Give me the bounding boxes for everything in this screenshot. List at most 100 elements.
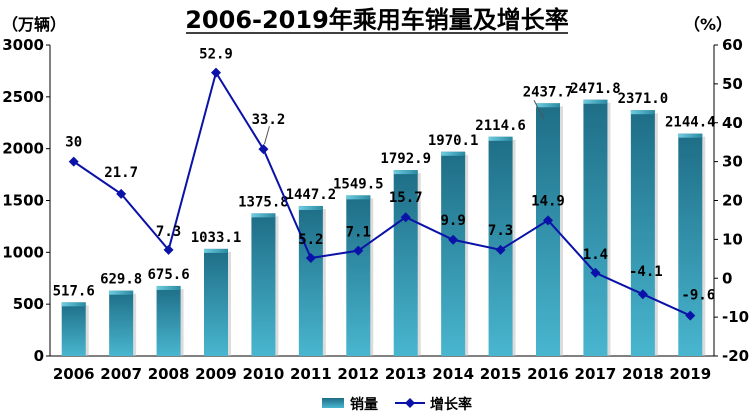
bar-value-label: 1792.9: [380, 151, 431, 167]
bar-cap: [346, 195, 371, 200]
x-tick-label: 2007: [100, 365, 142, 383]
growth-line: [73, 70, 691, 317]
left-tick-label: 3000: [2, 36, 44, 54]
growth-point: [305, 253, 316, 264]
growth-value-label: 52.9: [199, 47, 233, 63]
x-tick-label: 2011: [290, 365, 332, 383]
growth-point: [637, 289, 648, 300]
bar-value-label: 1375.8: [238, 194, 289, 210]
growth-point: [68, 156, 79, 167]
growth-point: [590, 267, 601, 278]
axes: 0 500 1000 1500 2000 2500 3000 -20 -10 0 10 20 30 40 5…: [2, 36, 749, 365]
bar: [298, 205, 323, 356]
legend-bar-label: 销量: [350, 396, 378, 413]
bar-value-label: 675.6: [147, 267, 189, 283]
left-tick-label: 2000: [2, 140, 44, 158]
growth-value-label: -4.1: [629, 264, 663, 280]
bar-cap: [488, 136, 513, 141]
right-tick-label: -10: [722, 308, 749, 326]
label-leader-line: [533, 100, 545, 120]
bar-value-label: 2144.4: [665, 115, 716, 131]
x-tick-label: 2016: [527, 365, 569, 383]
x-tick-label: 2015: [480, 365, 522, 383]
growth-point: [258, 144, 269, 155]
left-tick-label: 0: [34, 347, 44, 365]
bar-value-label: 1970.1: [428, 133, 479, 149]
legend-line-marker: [405, 398, 415, 408]
growth-point: [163, 244, 174, 255]
bar-value-label: 2437.7: [523, 84, 574, 100]
growth-value-label: 21.7: [104, 165, 138, 181]
growth-value-label: 7.3: [488, 223, 513, 239]
bar-cap: [393, 170, 418, 175]
growth-value-label: 30: [65, 135, 82, 151]
growth-point: [685, 310, 696, 321]
bar-cap: [251, 213, 276, 218]
growth-point: [448, 234, 459, 245]
bar-cap: [109, 290, 134, 295]
bar-value-label: 2471.8: [570, 81, 621, 97]
bar-value-label: 517.6: [53, 283, 95, 299]
right-tick-label: 30: [722, 153, 743, 171]
growth-value-label: 5.2: [298, 232, 323, 248]
bar-cap: [156, 285, 181, 290]
bar: [156, 285, 181, 356]
growth-value-label: 33.2: [252, 112, 286, 128]
right-tick-label: 50: [722, 75, 743, 93]
bar-cap: [204, 248, 228, 253]
bar-cap: [61, 302, 86, 307]
growth-value-label: 7.3: [156, 224, 181, 240]
left-tick-label: 500: [13, 295, 44, 313]
bar: [441, 151, 466, 356]
left-axis-unit: （万辆）: [2, 15, 66, 34]
x-tick-label: 2018: [622, 365, 664, 383]
bar-cap: [630, 110, 655, 115]
bar-cap: [536, 103, 560, 108]
legend-bar-swatch: [322, 398, 344, 408]
x-tick-label: 2006: [53, 365, 95, 383]
right-tick-label: -20: [722, 347, 749, 365]
bar-value-label: 2114.6: [475, 118, 526, 134]
growth-value-label: 15.7: [389, 190, 423, 206]
growth-point: [543, 215, 553, 226]
legend: 销量 增长率: [322, 396, 472, 413]
bar: [393, 170, 418, 356]
right-tick-label: 60: [722, 36, 743, 54]
growth-point: [116, 188, 127, 199]
x-tick-label: 2014: [432, 365, 474, 383]
bar: [109, 290, 134, 356]
left-tick-label: 2500: [2, 88, 44, 106]
chart-title: 2006-2019年乘用车销量及增长率: [185, 6, 569, 34]
x-tick-label: 2009: [195, 365, 237, 383]
growth-point: [353, 245, 364, 256]
bar-value-label: 1033.1: [191, 230, 242, 246]
right-tick-label: 10: [722, 230, 743, 248]
bar: [61, 302, 86, 356]
bar-value-label: 1447.2: [286, 187, 337, 203]
left-tick-label: 1000: [2, 243, 44, 261]
x-tick-label: 2010: [243, 365, 285, 383]
bar-value-label: 2371.0: [618, 91, 669, 107]
x-tick-label: 2017: [575, 365, 617, 383]
x-tick-label: 2012: [337, 365, 379, 383]
right-tick-label: 40: [722, 114, 743, 132]
bar-value-label: 1549.5: [333, 176, 384, 192]
line-series: [68, 67, 696, 321]
growth-point: [400, 212, 411, 223]
growth-value-label: 9.9: [440, 213, 465, 229]
x-tick-label: 2019: [669, 365, 711, 383]
x-tick-label: 2008: [148, 365, 190, 383]
right-axis-unit: （%）: [684, 15, 732, 34]
x-axis-ticks: 2006 2007 2008 2009 2010 2011 2012 2013 2014 2015…: [53, 365, 711, 383]
growth-point: [495, 244, 506, 255]
right-tick-label: 0: [722, 269, 732, 287]
bar: [583, 99, 608, 356]
bar: [346, 195, 371, 356]
x-tick-label: 2013: [385, 365, 427, 383]
line-labels: 30 21.7 7.3 52.9 33.2 5.2 7.1 15.7 9.9 7.3 14.9 1.4…: [65, 47, 715, 304]
label-leader-line: [263, 126, 270, 145]
bar-cap: [441, 151, 466, 156]
growth-value-label: 1.4: [583, 247, 608, 263]
